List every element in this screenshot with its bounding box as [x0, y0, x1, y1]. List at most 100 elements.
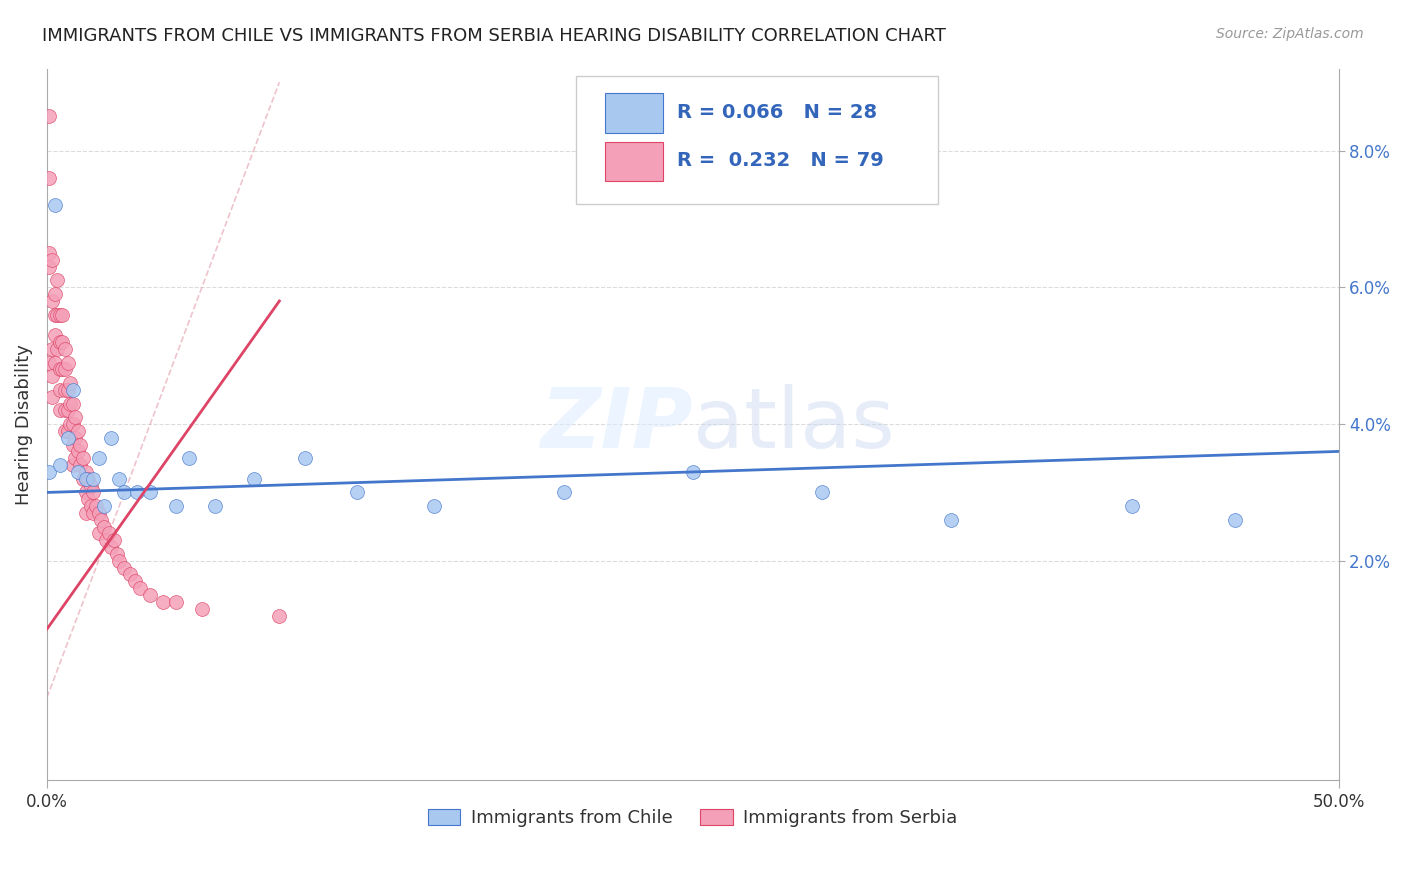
- Point: [108, 554, 131, 568]
- Point: [87, 506, 110, 520]
- Point: [82, 472, 104, 486]
- Point: [69, 458, 91, 472]
- Point: [41, 390, 63, 404]
- Point: [80, 499, 103, 513]
- Point: [44, 287, 66, 301]
- Point: [112, 560, 135, 574]
- Point: [51, 334, 73, 349]
- Point: [38, 260, 60, 274]
- Point: [127, 485, 149, 500]
- Point: [41, 369, 63, 384]
- Point: [62, 396, 84, 410]
- Point: [75, 485, 97, 500]
- Text: IMMIGRANTS FROM CHILE VS IMMIGRANTS FROM SERBIA HEARING DISABILITY CORRELATION C: IMMIGRANTS FROM CHILE VS IMMIGRANTS FROM…: [42, 27, 946, 45]
- Point: [682, 465, 704, 479]
- Point: [38, 355, 60, 369]
- Text: Source: ZipAtlas.com: Source: ZipAtlas.com: [1216, 27, 1364, 41]
- Point: [87, 451, 110, 466]
- Point: [97, 526, 120, 541]
- Point: [100, 431, 122, 445]
- Point: [56, 403, 79, 417]
- FancyBboxPatch shape: [605, 142, 664, 181]
- Point: [49, 362, 72, 376]
- Point: [56, 431, 79, 445]
- Point: [96, 533, 118, 548]
- Point: [53, 342, 76, 356]
- Text: ZIP: ZIP: [540, 384, 693, 465]
- Point: [118, 567, 141, 582]
- Point: [80, 478, 103, 492]
- Point: [346, 485, 368, 500]
- Point: [77, 492, 100, 507]
- Point: [75, 465, 97, 479]
- Point: [41, 342, 63, 356]
- Point: [56, 355, 79, 369]
- Point: [44, 355, 66, 369]
- Point: [41, 252, 63, 267]
- Point: [49, 308, 72, 322]
- Point: [269, 608, 291, 623]
- Point: [105, 547, 128, 561]
- Point: [100, 540, 122, 554]
- Point: [165, 499, 187, 513]
- Point: [82, 506, 104, 520]
- Point: [1121, 499, 1143, 513]
- Point: [82, 485, 104, 500]
- Point: [90, 513, 112, 527]
- Point: [139, 485, 162, 500]
- Point: [51, 362, 73, 376]
- Point: [38, 170, 60, 185]
- Point: [46, 342, 69, 356]
- Point: [139, 588, 162, 602]
- Point: [87, 526, 110, 541]
- FancyBboxPatch shape: [576, 76, 938, 203]
- Point: [53, 383, 76, 397]
- Point: [242, 472, 264, 486]
- Point: [177, 451, 200, 466]
- Point: [49, 403, 72, 417]
- Text: R =  0.232   N = 79: R = 0.232 N = 79: [678, 152, 884, 170]
- Point: [1225, 513, 1247, 527]
- Point: [152, 595, 174, 609]
- Point: [44, 328, 66, 343]
- Point: [128, 581, 150, 595]
- Point: [38, 465, 60, 479]
- Point: [53, 362, 76, 376]
- Point: [46, 308, 69, 322]
- Point: [66, 444, 89, 458]
- Point: [53, 403, 76, 417]
- Point: [59, 417, 82, 431]
- Point: [65, 451, 87, 466]
- Point: [69, 437, 91, 451]
- Point: [165, 595, 187, 609]
- Point: [939, 513, 962, 527]
- Point: [53, 424, 76, 438]
- Point: [75, 506, 97, 520]
- Point: [553, 485, 575, 500]
- Point: [46, 273, 69, 287]
- Point: [56, 383, 79, 397]
- Point: [124, 574, 146, 589]
- Point: [84, 499, 107, 513]
- Point: [191, 601, 214, 615]
- Point: [72, 451, 94, 466]
- Point: [49, 383, 72, 397]
- Point: [65, 431, 87, 445]
- Point: [77, 472, 100, 486]
- Point: [93, 519, 115, 533]
- Point: [38, 246, 60, 260]
- Legend: Immigrants from Chile, Immigrants from Serbia: Immigrants from Chile, Immigrants from S…: [420, 802, 965, 835]
- Point: [56, 424, 79, 438]
- Point: [62, 437, 84, 451]
- Point: [112, 485, 135, 500]
- Point: [294, 451, 316, 466]
- Point: [62, 383, 84, 397]
- Point: [811, 485, 834, 500]
- Point: [72, 472, 94, 486]
- Point: [49, 458, 72, 472]
- Point: [75, 472, 97, 486]
- Point: [66, 424, 89, 438]
- Point: [41, 293, 63, 308]
- Point: [62, 417, 84, 431]
- Point: [44, 308, 66, 322]
